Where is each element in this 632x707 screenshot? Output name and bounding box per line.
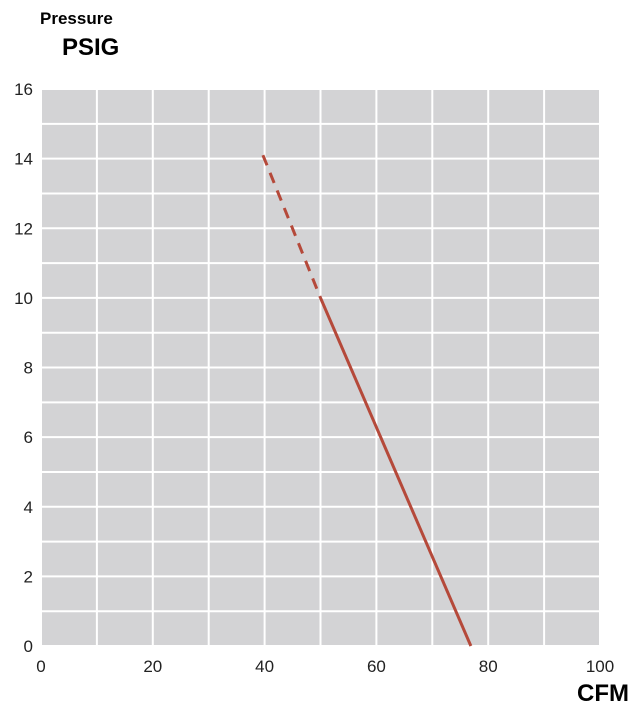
series-line-dashed (261, 154, 322, 299)
x-tick-label: 20 (143, 657, 162, 676)
x-tick-label: 80 (479, 657, 498, 676)
y-tick-label: 10 (14, 289, 33, 308)
y-tick-label: 8 (24, 359, 33, 378)
y-tick-label: 2 (24, 567, 33, 586)
y-axis-title-line2: PSIG (62, 34, 119, 61)
tick-labels: 0 2 4 6 8 10 12 14 16 0 20 40 60 80 100 (14, 80, 614, 676)
x-axis-title: CFM (577, 680, 629, 707)
y-axis-title-line1: Pressure (40, 9, 113, 28)
y-tick-label: 6 (24, 428, 33, 447)
series-line-solid (319, 297, 473, 647)
x-tick-label: 100 (586, 657, 614, 676)
x-tick-label: 40 (255, 657, 274, 676)
series-layer (261, 154, 473, 647)
y-tick-label: 12 (14, 219, 33, 238)
y-tick-label: 0 (24, 637, 33, 656)
y-tick-label: 16 (14, 80, 33, 99)
x-tick-label: 60 (367, 657, 386, 676)
y-tick-label: 4 (24, 498, 33, 517)
y-tick-label: 14 (14, 150, 33, 169)
x-tick-label: 0 (36, 657, 45, 676)
